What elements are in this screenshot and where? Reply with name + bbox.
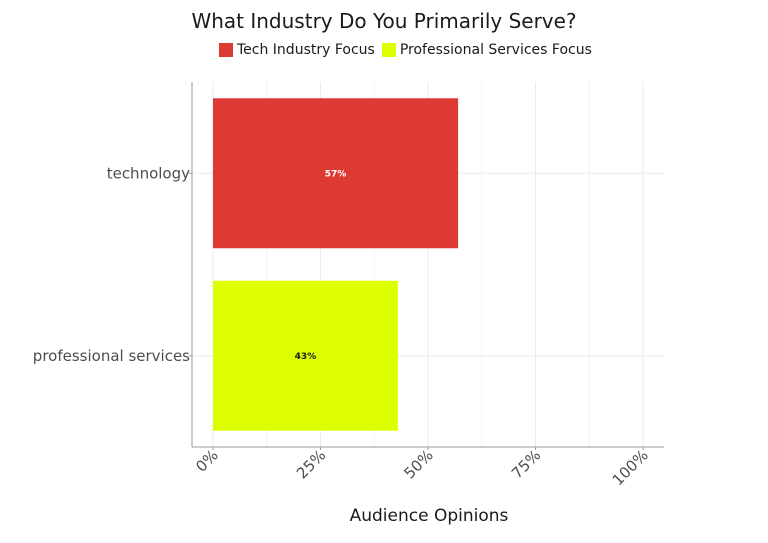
x-tick-label: 75% [508, 446, 544, 482]
data-label: 57% [325, 169, 347, 179]
legend: Tech Industry Focus Professional Service… [219, 42, 599, 58]
bar-professional-services [213, 280, 398, 431]
x-tick-label: 50% [401, 446, 437, 482]
legend-item-tech: Tech Industry Focus [219, 42, 375, 58]
x-tick-label: 100% [609, 446, 652, 489]
x-tick-label: 25% [293, 446, 329, 482]
x-axis-title: Audience Opinions [349, 506, 509, 526]
y-tick-label: professional services [33, 347, 190, 365]
legend-label-professional: Professional Services Focus [399, 42, 592, 58]
legend-item-professional: Professional Services Focus [381, 42, 592, 58]
legend-swatch-tech [219, 43, 233, 57]
y-tick-label: technology [107, 164, 190, 182]
chart-title: What Industry Do You Primarily Serve? [191, 9, 577, 33]
legend-label-tech: Tech Industry Focus [237, 42, 375, 58]
x-tick-label: 0% [192, 446, 222, 476]
data-label: 43% [295, 352, 317, 362]
bar-technology [213, 98, 459, 249]
legend-swatch-professional [381, 43, 396, 57]
